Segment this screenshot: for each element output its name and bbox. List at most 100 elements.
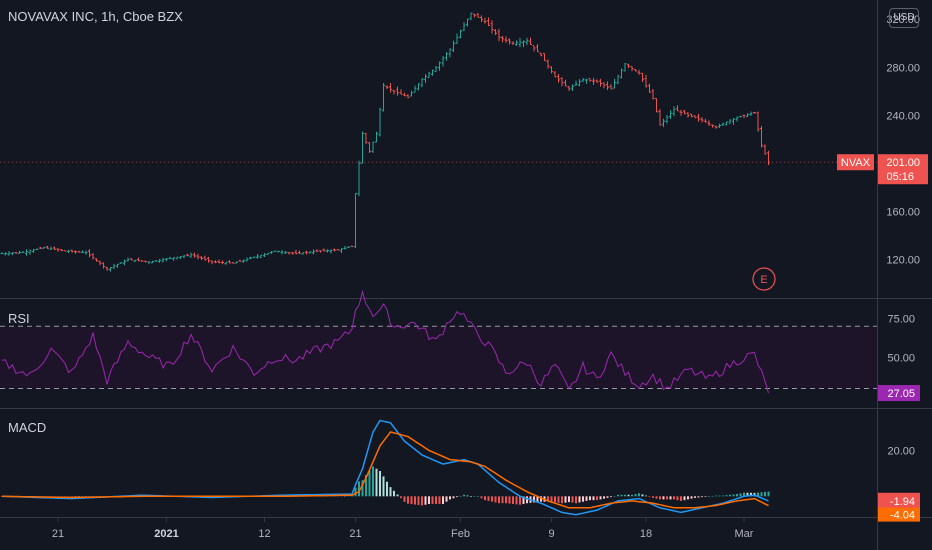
- macd-hist-bar: [610, 496, 612, 498]
- macd-hist-bar: [648, 496, 651, 497]
- macd-hist-bar: [638, 493, 640, 497]
- macd-hist-bar: [606, 496, 609, 498]
- macd-hist-bar: [694, 496, 696, 498]
- macd-hist-bar: [708, 496, 710, 497]
- macd-hist-bar: [459, 495, 462, 497]
- macd-hist-bar: [578, 496, 581, 503]
- macd-hist-bar: [536, 496, 539, 503]
- time-axis-tick: Feb: [451, 528, 470, 540]
- macd-hist-bar: [676, 496, 679, 501]
- macd-hist-bar: [424, 496, 427, 505]
- macd-hist-bar: [722, 495, 724, 497]
- macd-hist-bar: [403, 496, 406, 502]
- macd-hist-bar: [533, 496, 535, 503]
- macd-hist-bar: [746, 492, 749, 497]
- macd-hist-bar: [743, 492, 745, 497]
- macd-hist-bar: [421, 496, 423, 506]
- macd-hist-bar: [680, 496, 682, 501]
- macd-hist-bar: [435, 496, 437, 504]
- macd-hist-bar: [491, 496, 493, 502]
- macd-hist-bar: [736, 494, 738, 497]
- macd-hist-bar: [697, 496, 700, 498]
- time-axis-tick: 18: [640, 528, 652, 540]
- macd-hist-bar: [603, 496, 605, 499]
- macd-hist-bar: [613, 495, 616, 497]
- currency-button[interactable]: USD: [889, 8, 919, 28]
- macd-hist-bar: [494, 496, 497, 503]
- macd-hist-bar: [715, 495, 717, 497]
- macd-hist-bar: [375, 468, 378, 497]
- macd-hist-bar: [393, 490, 395, 497]
- macd-hist-bar: [683, 496, 686, 501]
- time-axis-tick: 21: [349, 528, 361, 540]
- macd-hist-bar: [568, 496, 570, 503]
- macd-hist-bar: [655, 496, 658, 499]
- price-axis-tick: 280.00: [886, 62, 920, 74]
- macd-hist-bar: [456, 496, 458, 498]
- macd-hist-bar: [515, 496, 518, 505]
- symbol-tag-bg: [837, 154, 874, 171]
- macd-hist-bar: [589, 496, 591, 501]
- macd-hist-bar: [519, 496, 521, 505]
- chart-title: NOVAVAX INC, 1h, Cboe BZX: [8, 9, 183, 24]
- macd-hist-bar: [571, 496, 574, 503]
- macd-hist-bar: [512, 496, 514, 504]
- macd-hist-bar: [634, 494, 637, 497]
- macd-hist-bar: [659, 496, 661, 500]
- macd-hist-bar: [767, 491, 770, 497]
- macd-hist-bar: [396, 494, 399, 497]
- macd-hist-bar: [764, 491, 766, 497]
- macd-hist-bar: [662, 496, 665, 500]
- macd-hist-bar: [690, 496, 693, 499]
- macd-hist-bar: [669, 496, 672, 500]
- macd-hist-bar: [645, 495, 647, 497]
- macd-hist-bar: [624, 494, 626, 497]
- macd-hist-bar: [596, 496, 598, 501]
- signal-value-tag-bg: [878, 507, 920, 522]
- macd-hist-bar: [666, 496, 668, 500]
- macd-hist-bar: [732, 494, 735, 497]
- macd-hist-bar: [725, 495, 728, 497]
- macd-hist-bar: [718, 495, 721, 497]
- macd-hist-bar: [470, 496, 472, 497]
- macd-hist-bar: [410, 496, 413, 505]
- macd-hist-bar: [729, 494, 731, 497]
- macd-hist-bar: [442, 496, 444, 504]
- time-axis-tick: 21: [52, 528, 64, 540]
- symbol-tag: NVAX: [841, 157, 871, 169]
- macd-hist-bar: [400, 496, 402, 499]
- macd-hist-bar: [417, 496, 420, 506]
- macd-hist-bar: [463, 494, 465, 497]
- macd-hist-bar: [414, 496, 416, 505]
- macd-hist-bar: [652, 496, 654, 498]
- macd-hist-bar: [564, 496, 567, 503]
- rsi-axis-tick: 75.00: [887, 314, 915, 326]
- macd-hist-bar: [452, 496, 455, 499]
- macd-hist-bar: [498, 496, 500, 504]
- macd-hist-bar: [554, 496, 556, 503]
- macd-hist-bar: [361, 480, 364, 497]
- rsi-title: RSI: [8, 311, 30, 326]
- macd-hist-bar: [477, 496, 479, 497]
- macd-hist-bar: [547, 496, 549, 502]
- macd-hist-bar: [550, 496, 553, 503]
- time-axis-tick: 12: [258, 528, 270, 540]
- macd-hist-bar: [557, 496, 560, 503]
- macd-hist-bar: [368, 470, 371, 497]
- macd-hist-bar: [627, 494, 630, 497]
- price-axis-tick: 120.00: [886, 255, 920, 267]
- earnings-badge-icon: [752, 267, 776, 291]
- macd-title: MACD: [8, 420, 47, 435]
- macd-value-tag: -1.94: [890, 496, 915, 508]
- macd-hist-bar: [505, 496, 507, 504]
- macd-hist-bar: [585, 496, 588, 501]
- rsi-line: [1, 289, 769, 394]
- macd-value-tag-bg: [878, 492, 920, 509]
- macd-hist-bar: [673, 496, 675, 500]
- macd-hist-bar: [760, 492, 763, 497]
- macd-hist-bar: [382, 476, 385, 497]
- macd-hist-bar: [701, 496, 703, 498]
- macd-hist-bar: [739, 493, 742, 497]
- macd-hist-bar: [522, 496, 525, 504]
